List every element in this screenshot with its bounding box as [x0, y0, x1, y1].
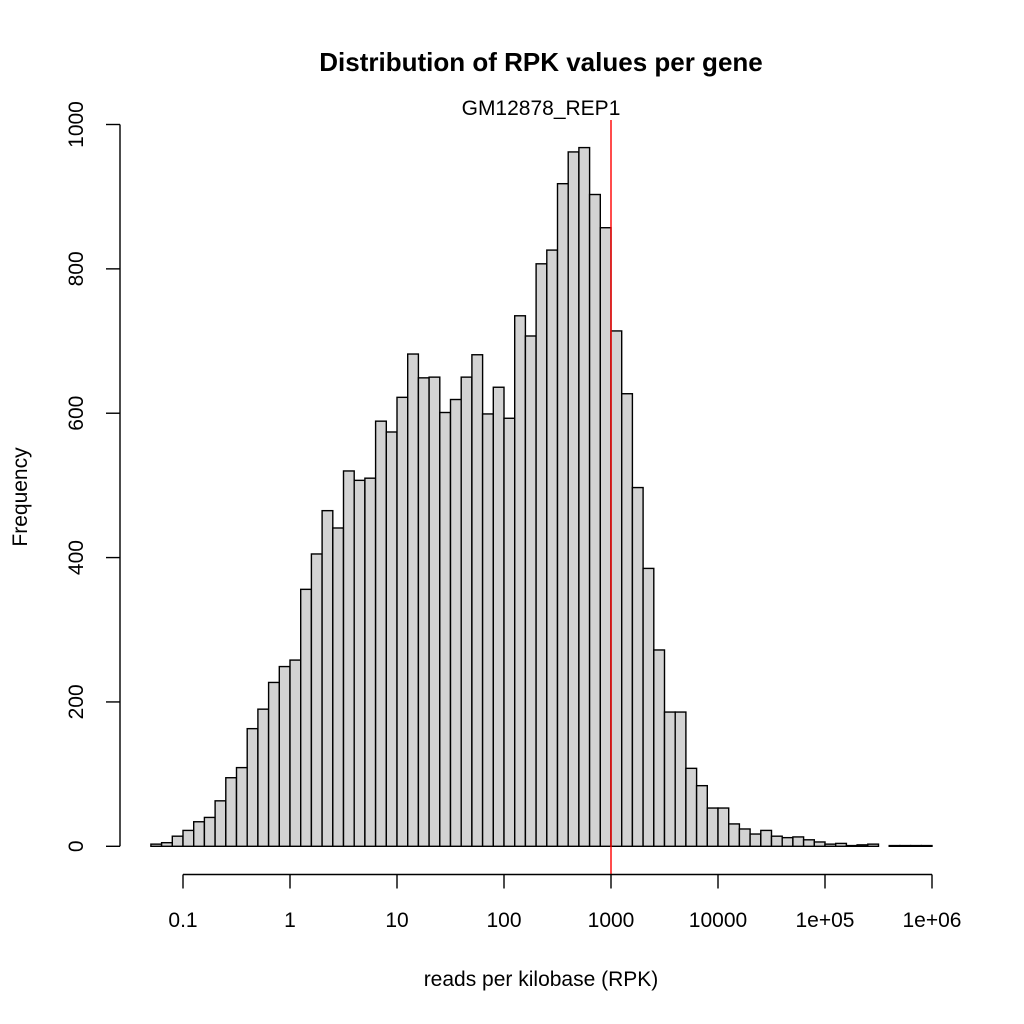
- histogram-bar: [471, 354, 484, 847]
- histogram-bar: [567, 151, 580, 847]
- histogram-bar: [203, 816, 216, 847]
- y-axis: 0 200 400 600 800 1000: [65, 101, 121, 852]
- y-tick-label: 200: [65, 684, 88, 719]
- histogram-bar: [717, 807, 730, 847]
- histogram-bar: [556, 182, 569, 847]
- histogram-bar: [546, 249, 559, 848]
- y-tick-label: 400: [65, 540, 88, 575]
- histogram-bar: [342, 470, 355, 847]
- histogram-bar: [385, 431, 398, 847]
- x-tick-label: 10: [385, 909, 408, 932]
- histogram-bar: [321, 509, 334, 848]
- histogram-bar: [257, 708, 270, 847]
- histogram-bar: [674, 711, 687, 847]
- histogram-bar: [289, 659, 302, 848]
- histogram-bar: [364, 477, 377, 847]
- histogram-bar: [439, 411, 452, 847]
- histogram-bar: [856, 844, 869, 847]
- x-axis: 0.1 1 10 100 1000 10000 1e+05 1e+06: [168, 873, 962, 932]
- histogram-bar: [588, 193, 601, 847]
- histogram-bar: [578, 146, 591, 848]
- histogram-bar: [428, 376, 441, 848]
- x-tick-label: 0.1: [168, 909, 197, 932]
- histogram-bar: [770, 835, 783, 848]
- histogram-bar: [535, 263, 548, 847]
- histogram-bar: [653, 649, 666, 847]
- histogram-bar: [214, 800, 227, 848]
- histogram-bar: [278, 665, 291, 848]
- histogram-bar: [899, 844, 912, 848]
- histogram-bar: [610, 330, 623, 847]
- histogram-bar: [514, 315, 527, 848]
- histogram-bar: [150, 843, 163, 848]
- histogram-bar: [492, 386, 505, 847]
- histogram-bar: [353, 479, 366, 848]
- histogram-bar: [225, 777, 238, 847]
- histogram-bar: [182, 829, 195, 847]
- histogram-bar: [802, 839, 815, 847]
- x-tick-label: 1e+05: [796, 909, 855, 932]
- histogram-bar: [374, 420, 388, 848]
- histogram-bar: [267, 681, 281, 848]
- x-tick-label: 100: [486, 909, 521, 932]
- histogram-bar: [781, 836, 794, 848]
- histogram-bar: [845, 844, 858, 848]
- histogram-bar: [332, 527, 345, 847]
- histogram-bar: [813, 841, 826, 847]
- y-axis-label: Frequency: [9, 447, 32, 547]
- chart-subtitle: GM12878_REP1: [462, 97, 621, 120]
- histogram-bar: [835, 842, 848, 847]
- histogram-bar: [300, 588, 313, 848]
- histogram-bar: [310, 553, 323, 847]
- histogram-bar: [909, 844, 922, 848]
- histogram-bar: [407, 353, 420, 847]
- histogram-bar: [738, 828, 751, 847]
- histogram-bar: [728, 823, 741, 847]
- histogram-bar: [171, 835, 184, 848]
- histogram-bar: [524, 335, 537, 847]
- histogram-bar: [685, 767, 698, 847]
- histogram-bar: [417, 377, 430, 848]
- histogram-bars: [150, 146, 933, 848]
- y-tick-label: 1000: [65, 101, 88, 148]
- histogram-bar: [503, 417, 516, 847]
- histogram-bar: [642, 567, 655, 847]
- histogram-bar: [449, 398, 462, 848]
- histogram-bar: [599, 227, 612, 848]
- histogram-bar: [888, 844, 901, 848]
- y-tick-label: 0: [65, 840, 88, 852]
- histogram-bar: [621, 393, 634, 848]
- x-tick-label: 1e+06: [903, 909, 962, 932]
- histogram-bar: [460, 376, 473, 848]
- x-axis-label: reads per kilobase (RPK): [424, 968, 659, 991]
- histogram-bar: [920, 844, 933, 848]
- histogram-bar: [867, 843, 880, 848]
- histogram-bar: [695, 784, 708, 847]
- x-tick-label: 10000: [689, 909, 747, 932]
- x-tick-label: 1000: [588, 909, 635, 932]
- x-tick-label: 1: [284, 909, 296, 932]
- histogram-bar: [706, 807, 719, 847]
- histogram-bar: [663, 711, 676, 847]
- histogram-bar: [631, 486, 644, 848]
- histogram-bar: [235, 766, 248, 847]
- histogram-bar: [396, 396, 409, 847]
- histogram-bar: [481, 413, 495, 847]
- histogram-bar: [749, 833, 762, 848]
- histogram-bar: [246, 727, 259, 848]
- histogram-bar: [160, 841, 174, 848]
- histogram-bar: [760, 829, 773, 847]
- y-tick-label: 600: [65, 396, 88, 431]
- histogram-bar: [792, 836, 805, 847]
- chart-title: Distribution of RPK values per gene: [319, 47, 763, 77]
- histogram-bar: [824, 843, 837, 848]
- histogram-bar: [192, 821, 206, 848]
- y-tick-label: 800: [65, 251, 88, 286]
